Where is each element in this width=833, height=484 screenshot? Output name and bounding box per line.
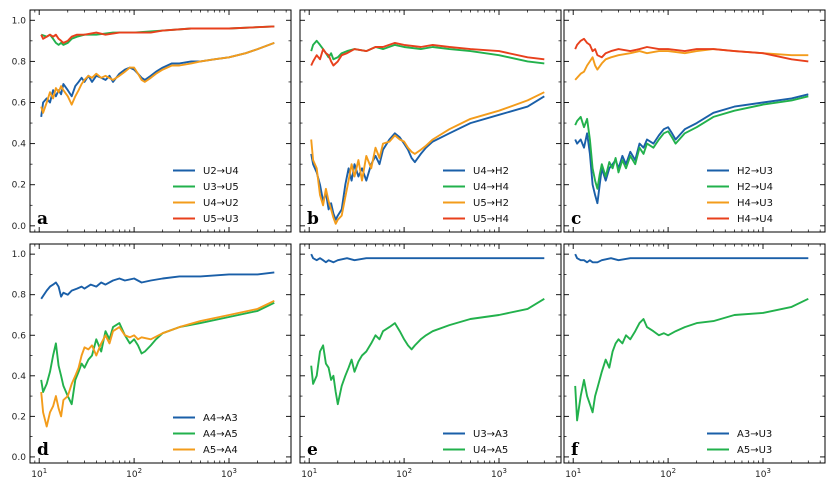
panel-frame: [299, 243, 562, 464]
legend-label: A4→A5: [203, 429, 238, 440]
panel-f: 101 102 103 A3→U3 A5→U3 f: [563, 243, 826, 480]
panel-frame: [299, 9, 562, 233]
series-line-u2-to-u4: [40, 42, 275, 118]
legend-label: H4→U3: [737, 198, 773, 209]
series-line-a3-to-u3: [574, 253, 809, 264]
x-tick-label: 101: [565, 467, 581, 480]
panel-b: U4→H2 U4→H4 U5→H2 U5→H4 b: [299, 9, 562, 233]
legend-label: H4→U4: [737, 214, 773, 225]
x-tick-label: 103: [221, 467, 237, 480]
y-tick-label: 0.4: [12, 140, 27, 150]
series-line-h2-to-u4: [574, 95, 809, 190]
legend-label: A5→A4: [203, 445, 238, 456]
panel-letter: c: [571, 209, 581, 229]
series-line-h4-to-u3: [574, 48, 809, 81]
panel-frame: [29, 9, 292, 233]
series-line-a5-to-u3: [574, 297, 809, 422]
panel-frame: [563, 9, 826, 233]
legend-label: U4→U2: [203, 198, 239, 209]
series-line-u5-to-u3: [40, 25, 275, 44]
series-line-u4-to-a5: [310, 297, 545, 406]
panel-frame: [29, 243, 292, 464]
x-tick-label: 102: [126, 467, 142, 480]
series-line-u3-to-a3: [310, 253, 545, 264]
legend-label: A4→A3: [203, 413, 238, 424]
series-line-u4-to-h2: [310, 95, 545, 221]
legend-label: A3→U3: [737, 429, 772, 440]
panel-e: 101 102 103 U3→A3 U4→A5 e: [299, 243, 562, 480]
y-tick-label: 0.2: [12, 412, 26, 422]
y-tick-label: 0.6: [12, 331, 27, 341]
legend-label: A5→U3: [737, 445, 772, 456]
y-tick-label: 0.4: [12, 372, 27, 382]
panel-c: H2→U3 H2→U4 H4→U3 H4→U4 c: [563, 9, 826, 233]
series-line-a4-to-a5: [40, 301, 275, 406]
y-tick-label: 0.0: [12, 453, 27, 463]
y-tick-label: 0.0: [12, 222, 27, 232]
legend-label: U4→A5: [473, 445, 508, 456]
x-tick-label: 102: [396, 467, 412, 480]
x-tick-label: 101: [301, 467, 317, 480]
legend-label: U3→U5: [203, 182, 239, 193]
legend-label: H2→U4: [737, 182, 773, 193]
panel-d: 0.0 0.2 0.4 0.6 0.8 1.0 101 102 103 A4→A3 A4→A5 A5→…: [12, 243, 292, 480]
y-tick-label: 0.6: [12, 99, 27, 109]
legend-label: U3→A3: [473, 429, 508, 440]
series-line-h2-to-u3: [574, 93, 809, 205]
legend-label: U4→H4: [473, 182, 509, 193]
x-tick-label: 103: [491, 467, 507, 480]
series-line-u4-to-u2: [40, 42, 275, 114]
y-tick-label: 0.8: [12, 57, 27, 67]
y-tick-label: 0.8: [12, 291, 27, 301]
legend-label: U2→U4: [203, 166, 239, 177]
y-tick-label: 0.2: [12, 181, 26, 191]
series-line-u4-to-h4: [310, 39, 545, 65]
x-tick-label: 101: [31, 467, 47, 480]
legend-label: U5→U3: [203, 214, 239, 225]
x-tick-label: 102: [660, 467, 676, 480]
y-tick-label: 1.0: [12, 16, 27, 26]
panel-a: 0.0 0.2 0.4 0.6 0.8 1.0 U2→U4 U3→U5 U4→U2 U5→U3 a: [12, 9, 292, 233]
legend-label: U5→H2: [473, 198, 509, 209]
legend-label: H2→U3: [737, 166, 773, 177]
panel-letter: d: [37, 440, 49, 460]
series-line-a5-to-a4: [40, 299, 275, 428]
panel-letter: a: [37, 209, 48, 229]
series-line-u5-to-h2: [310, 91, 545, 225]
panel-frame: [563, 243, 826, 464]
legend-label: U5→H4: [473, 214, 509, 225]
x-tick-label: 103: [755, 467, 771, 480]
panel-letter: f: [571, 440, 580, 460]
panel-letter: e: [307, 440, 318, 460]
y-tick-label: 1.0: [12, 250, 27, 260]
panel-letter: b: [307, 209, 319, 229]
series-line-u5-to-h4: [310, 41, 545, 67]
legend-label: U4→H2: [473, 166, 509, 177]
series-line-h4-to-u4: [574, 37, 809, 63]
series-line-a4-to-a3: [40, 271, 275, 300]
